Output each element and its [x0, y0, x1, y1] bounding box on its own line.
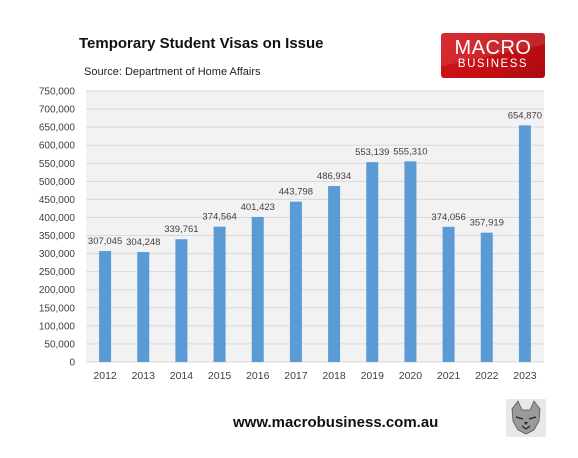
y-tick-label: 50,000 [44, 339, 75, 350]
chart-title: Temporary Student Visas on Issue [79, 35, 324, 52]
y-tick-label: 500,000 [39, 177, 76, 188]
x-tick-label-2017: 2017 [284, 370, 308, 382]
y-tick-label: 600,000 [39, 141, 76, 152]
y-tick-label: 400,000 [39, 213, 76, 224]
data-label-2019: 553,139 [355, 147, 389, 158]
y-tick-label: 650,000 [39, 123, 76, 134]
website-url: www.macrobusiness.com.au [233, 414, 439, 431]
data-label-2014: 339,761 [164, 224, 198, 235]
data-label-2016: 401,423 [241, 202, 275, 213]
data-label-2021: 374,056 [431, 212, 465, 223]
bar-2017 [289, 201, 302, 362]
bar-2022 [480, 232, 493, 362]
bar-2021 [442, 226, 455, 362]
bars [99, 125, 531, 362]
bar-2014 [175, 239, 188, 362]
x-axis-ticks: 2012 2013 2014 2015 2016 2017 2018 2019 2020 2021… [93, 370, 536, 382]
x-tick-label-2022: 2022 [475, 370, 499, 382]
y-tick-label: 350,000 [39, 231, 76, 242]
bar-2018 [328, 186, 341, 362]
y-tick-label: 250,000 [39, 267, 76, 278]
plot-area [86, 91, 544, 362]
chart-source: Source: Department of Home Affairs [84, 66, 261, 78]
gridlines [86, 90, 544, 363]
bar-2019 [366, 162, 379, 362]
bar-2012 [99, 251, 112, 362]
x-tick-label-2023: 2023 [513, 370, 537, 382]
x-tick-label-2020: 2020 [399, 370, 423, 382]
x-tick-label-2019: 2019 [361, 370, 385, 382]
data-label-2013: 304,248 [126, 237, 160, 248]
bar-2020 [404, 161, 417, 362]
y-tick-label: 200,000 [39, 285, 76, 296]
y-tick-label: 150,000 [39, 303, 76, 314]
data-label-2012: 307,045 [88, 236, 122, 247]
x-tick-label-2021: 2021 [437, 370, 461, 382]
y-tick-label: 700,000 [39, 105, 76, 116]
x-tick-label-2014: 2014 [170, 370, 194, 382]
data-label-2020: 555,310 [393, 146, 427, 157]
bar-2016 [251, 216, 264, 362]
data-labels: 307,045 304,248 339,761 374,564 401,423 443,7… [88, 110, 542, 248]
y-tick-label: 100,000 [39, 321, 76, 332]
x-tick-label-2016: 2016 [246, 370, 270, 382]
bar-2013 [137, 252, 150, 362]
data-label-2018: 486,934 [317, 171, 351, 182]
x-tick-label-2013: 2013 [132, 370, 156, 382]
x-tick-label-2018: 2018 [322, 370, 346, 382]
y-tick-label: 750,000 [39, 87, 76, 98]
data-label-2017: 443,798 [279, 187, 313, 198]
y-axis-ticks: 0 50,000 100,000 150,000 200,000 250,000 300,0… [39, 87, 76, 369]
y-tick-label: 0 [69, 358, 75, 369]
y-tick-label: 550,000 [39, 159, 76, 170]
y-tick-label: 300,000 [39, 249, 76, 260]
macrobusiness-logo: MACRO BUSINESS [441, 33, 545, 78]
data-label-2022: 357,919 [470, 218, 504, 229]
wolf-mascot-icon [506, 399, 546, 437]
x-tick-label-2012: 2012 [93, 370, 117, 382]
bar-2015 [213, 226, 226, 362]
x-tick-label-2015: 2015 [208, 370, 232, 382]
logo-line-2: BUSINESS [457, 58, 529, 70]
bar-2023 [518, 125, 531, 362]
data-label-2023: 654,870 [508, 110, 542, 121]
logo-line-1: MACRO [454, 37, 532, 59]
data-label-2015: 374,564 [202, 212, 236, 223]
y-tick-label: 450,000 [39, 195, 76, 206]
